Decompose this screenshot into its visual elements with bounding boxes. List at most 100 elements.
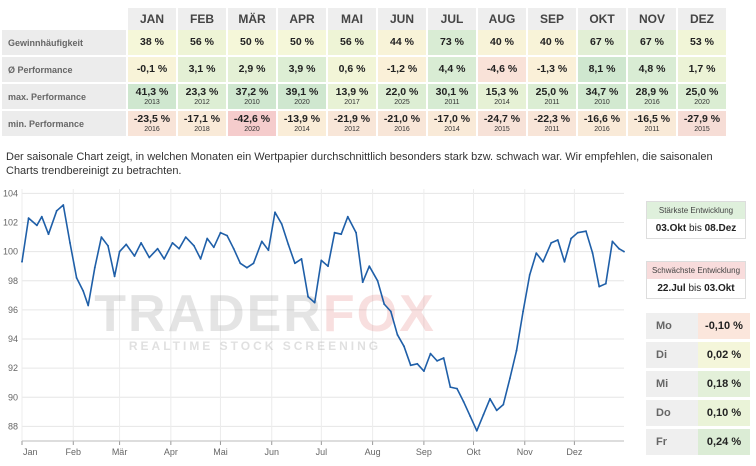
series-point [623,250,625,253]
stat-cell: 34,7 % 2010 [578,84,626,111]
series-point [313,301,316,304]
series-point [489,397,491,400]
series-point [82,290,85,292]
stat-value: -16,5 % [633,112,671,125]
stat-value: -21,9 % [333,112,371,125]
stat-value: 15,3 % [485,85,519,98]
weekday-row: Di 0,02 % [646,342,750,369]
stat-value: -27,9 % [683,112,721,125]
stat-year: 2025 [394,98,410,106]
series-point [611,240,614,243]
stat-value: 3,9 % [288,63,316,75]
series-point [40,215,43,218]
stat-value: -42,6 % [233,112,271,125]
series-point [239,262,242,265]
series-point [436,360,438,362]
series-point [618,247,620,250]
stat-year: 2011 [544,125,560,133]
series-point [21,260,23,263]
series-point [396,333,399,336]
stat-value: 13,9 % [335,85,369,98]
y-tick-label: 98 [8,276,18,286]
strongest-to: 08.Dez [704,223,737,234]
stat-cell: 3,1 % [178,57,226,84]
series-point [449,386,452,388]
month-header: JAN [128,8,176,30]
month-header-row: JAN FEB MÄR APR MAI JUN JUL AUG SEP OKT … [2,8,726,30]
stat-value: 53 % [690,36,714,48]
chart-grid [21,189,624,441]
series-point [416,362,419,365]
series-point [495,409,498,412]
x-tick-label: Dez [566,447,583,457]
stat-value: 8,1 % [588,63,616,75]
stat-year: 2010 [244,98,260,106]
stat-cell: 15,3 % 2014 [478,84,526,111]
chart-description: Der saisonale Chart zeigt, in welchen Mo… [6,151,713,177]
weekday-label: Mi [646,371,698,397]
stat-cell: 25,0 % 2020 [678,84,726,111]
month-header: JUN [378,8,426,30]
stat-year: 2010 [594,98,610,106]
series-point [429,352,432,355]
stat-value: -1,3 % [536,63,568,75]
stat-value: -16,6 % [583,112,621,125]
stat-cell: -4,6 % [478,57,526,84]
stat-cell: -17,0 % 2014 [428,111,476,138]
stat-value: 39,1 % [285,85,319,98]
series-point [515,349,518,352]
series-point [585,230,587,233]
weekday-label: Mo [646,313,698,339]
series-point [62,204,65,206]
stat-value: 37,2 % [235,85,269,98]
series-point [219,231,222,234]
seasonal-series-line [21,204,625,432]
weekday-value: -0,10 % [698,313,750,339]
stat-cell: 30,1 % 2011 [428,84,476,111]
stat-value: 56 % [190,36,214,48]
stat-value: -22,3 % [533,112,571,125]
stat-cell: -22,3 % 2011 [528,111,576,138]
weakest-title: Schwächste Entwicklung [647,262,745,279]
stat-value: 0,6 % [338,63,366,75]
stat-value: 44 % [390,36,414,48]
stat-value: 50 % [290,36,314,48]
x-tick-label: Sep [416,447,432,457]
stat-cell: -16,6 % 2016 [578,111,626,138]
series-point [118,250,121,253]
table-corner [2,8,126,30]
y-tick-label: 96 [8,305,18,315]
x-tick-label: Jan [23,447,38,457]
stat-cell: 53 % [678,30,726,57]
stat-cell: -21,9 % 2012 [328,111,376,138]
stat-value: 40 % [490,36,514,48]
stat-value: -1,2 % [386,63,418,75]
y-tick-label: 88 [8,421,18,431]
stat-year: 2020 [244,125,260,133]
stat-cell: 25,0 % 2011 [528,84,576,111]
series-point [226,234,229,237]
row-label: Ø Performance [2,57,126,84]
stat-cell: 3,9 % [278,57,326,84]
series-point [27,217,30,219]
series-point [423,370,425,372]
series-point [47,233,50,236]
series-point [598,285,601,288]
stat-cell: 67 % [628,30,676,57]
y-tick-label: 90 [8,392,18,402]
stat-value: 1,7 % [688,63,716,75]
stat-cell: 13,9 % 2017 [328,84,376,111]
strongest-connector: bis [689,223,702,234]
y-tick-label: 94 [8,334,18,344]
stat-cell: 22,0 % 2025 [378,84,426,111]
series-point [260,240,263,243]
stat-value: 56 % [340,36,364,48]
stat-cell: 23,3 % 2012 [178,84,226,111]
series-point [456,387,458,390]
stat-value: 73 % [440,36,464,48]
series-point [409,364,412,367]
stat-cell: 1,7 % [678,57,726,84]
stat-value: 34,7 % [585,85,619,98]
series-point [75,277,78,279]
series-point [340,233,343,236]
